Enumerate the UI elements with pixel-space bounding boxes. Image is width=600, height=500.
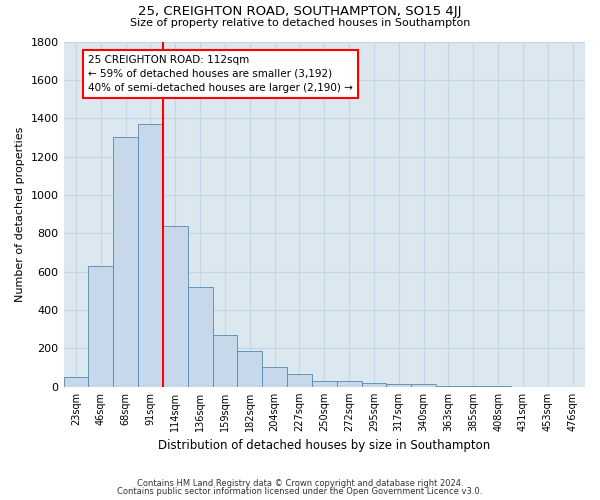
Bar	[64, 377, 88, 387]
Bar	[163, 226, 188, 387]
Bar	[113, 138, 138, 387]
Text: 25, CREIGHTON ROAD, SOUTHAMPTON, SO15 4JJ: 25, CREIGHTON ROAD, SOUTHAMPTON, SO15 4J…	[138, 5, 462, 18]
Bar	[312, 381, 337, 387]
Bar	[262, 366, 287, 387]
X-axis label: Distribution of detached houses by size in Southampton: Distribution of detached houses by size …	[158, 440, 490, 452]
Text: Size of property relative to detached houses in Southampton: Size of property relative to detached ho…	[130, 18, 470, 28]
Bar	[238, 352, 262, 387]
Text: Contains HM Land Registry data © Crown copyright and database right 2024.: Contains HM Land Registry data © Crown c…	[137, 478, 463, 488]
Bar	[212, 335, 238, 387]
Y-axis label: Number of detached properties: Number of detached properties	[15, 126, 25, 302]
Bar	[386, 384, 411, 387]
Text: 25 CREIGHTON ROAD: 112sqm
← 59% of detached houses are smaller (3,192)
40% of se: 25 CREIGHTON ROAD: 112sqm ← 59% of detac…	[88, 55, 353, 93]
Bar	[138, 124, 163, 387]
Bar	[362, 382, 386, 387]
Bar	[411, 384, 436, 387]
Bar	[337, 381, 362, 387]
Bar	[287, 374, 312, 387]
Bar	[188, 287, 212, 387]
Bar	[88, 266, 113, 387]
Text: Contains public sector information licensed under the Open Government Licence v3: Contains public sector information licen…	[118, 487, 482, 496]
Bar	[436, 386, 461, 387]
